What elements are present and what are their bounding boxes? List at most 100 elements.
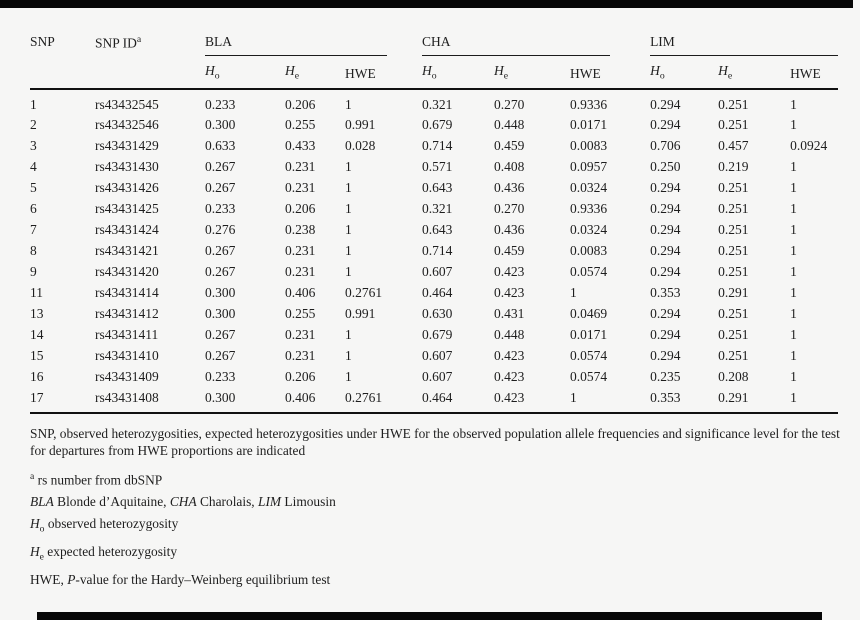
value-cell: 0.267 [205,243,236,259]
snp-id-cell: rs43431424 [95,222,159,238]
value-cell: 1 [345,369,352,385]
value-cell: 0.406 [285,285,316,301]
group-header-lim: LIM [650,26,839,60]
value-cell: 1 [345,180,352,196]
value-cell: 0.233 [205,96,236,112]
value-cell: 0.464 [422,387,495,414]
footnote-hwe-text: -value for the Hardy–Weinberg equilibriu… [75,571,331,587]
h-symbol: H [205,63,215,78]
h-subscript-o: o [431,70,437,82]
value-cell: 0.321 [422,96,453,112]
snp-number-cell: 7 [30,222,37,238]
breed-name-lim: Limousin [281,494,336,510]
footnote-marker-a: a [30,470,35,482]
value-cell: 0.251 [718,96,749,112]
value-cell: 0.231 [285,159,316,175]
value-cell: 0.0171 [570,327,608,343]
value-cell: 1 [790,201,797,217]
value-cell: 0.406 [285,387,345,414]
value-cell: 0.423 [494,348,525,364]
value-cell: 0.294 [650,222,681,238]
breed-name-bla: Blonde d’Aquitaine, [53,494,170,510]
value-cell: 0.0574 [570,369,608,385]
group-label-cha: CHA [422,34,451,49]
value-cell: 0.571 [422,159,453,175]
table-row: 3 rs43431429 0.633 0.433 0.028 0.714 0.459 0.00… [30,136,838,157]
value-cell: 0.255 [285,117,316,133]
value-cell: 0.251 [718,264,749,280]
value-cell: 1 [345,96,352,112]
footnote-ho: Ho observed heterozygosity [30,515,842,538]
snp-number-cell: 6 [30,201,37,217]
value-cell: 0.423 [494,369,525,385]
snp-id-cell: rs43431412 [95,306,159,322]
value-cell: 1 [790,180,797,196]
h-symbol: H [422,63,432,78]
value-cell: 0.206 [285,96,316,112]
value-cell: 1 [790,264,797,280]
footnote-description: SNP, observed heterozygosities, expected… [30,425,840,458]
value-cell: 1 [790,348,797,364]
breed-abbrev-lim: LIM [258,494,282,510]
col-header-cha-hwe: HWE [570,60,651,90]
value-cell: 0.251 [718,180,749,196]
table-row: 5 rs43431426 0.267 0.231 1 0.643 0.436 0.0324 0.… [30,178,838,199]
value-cell: 1 [790,369,797,385]
snp-id-cell: rs43431421 [95,243,159,259]
table-row: 13 rs43431412 0.300 0.255 0.991 0.630 0.431 0.0… [30,304,838,325]
value-cell: 0.9336 [570,201,608,217]
value-cell: 0.231 [285,180,316,196]
table-row: 14 rs43431411 0.267 0.231 1 0.679 0.448 0.0171 0… [30,325,838,346]
value-cell: 0.294 [650,264,681,280]
table-row: 4 rs43431430 0.267 0.231 1 0.571 0.408 0.0957 0.… [30,157,838,178]
value-cell: 0.643 [422,180,453,196]
value-cell: 0.9336 [570,96,608,112]
footnote-he: He expected heterozygosity [30,543,842,566]
snp-id-label: SNP ID [95,35,137,51]
snp-number-cell: 11 [30,285,43,301]
table-row: 7 rs43431424 0.276 0.238 1 0.643 0.436 0.0324 0.… [30,220,838,241]
value-cell: 0.679 [422,327,453,343]
value-cell: 0.300 [205,306,236,322]
value-cell: 0.251 [718,306,749,322]
value-cell: 0.294 [650,96,681,112]
value-cell: 0.267 [205,348,236,364]
value-cell: 0.267 [205,327,236,343]
value-cell: 0.219 [718,159,749,175]
value-cell: 0.206 [285,369,316,385]
snp-number-cell: 3 [30,138,37,154]
value-cell: 0.633 [205,138,236,154]
snp-id-cell: rs43431426 [95,180,159,196]
value-cell: 0.714 [422,138,453,154]
col-header-cha-he: He [494,60,571,90]
col-header-bla-ho: Ho [205,60,285,90]
h-symbol: H [718,63,728,78]
value-cell: 0.353 [650,285,681,301]
footnote-he-text: expected heterozygosity [43,543,178,559]
snp-number-cell: 5 [30,180,37,196]
value-cell: 0.294 [650,327,681,343]
empty-header-cell [30,60,95,90]
snp-number-cell: 8 [30,243,37,259]
snp-number-cell: 14 [30,327,44,343]
value-cell: 0.270 [494,96,525,112]
value-cell: 0.464 [422,285,453,301]
footnotes: SNP, observed heterozygosities, expected… [30,425,842,588]
value-cell: 0.607 [422,264,453,280]
value-cell: 1 [790,387,839,414]
value-cell: 0.255 [285,306,316,322]
value-cell: 1 [790,306,797,322]
value-cell: 0.251 [718,222,749,238]
value-cell: 0.250 [650,159,681,175]
value-cell: 0.238 [285,222,316,238]
footnote-hwe: HWE, P-value for the Hardy–Weinberg equi… [30,571,842,588]
value-cell: 0.206 [285,201,316,217]
table-body: 1 rs43432545 0.233 0.206 1 0.321 0.270 0.9336 0.… [30,89,839,414]
value-cell: 1 [790,159,797,175]
value-cell: 0.251 [718,201,749,217]
value-cell: 1 [345,159,352,175]
value-cell: 0.706 [650,138,681,154]
value-cell: 0.991 [345,117,376,133]
top-edge-bar [0,0,853,8]
col-header-cha-ho: Ho [422,60,495,90]
